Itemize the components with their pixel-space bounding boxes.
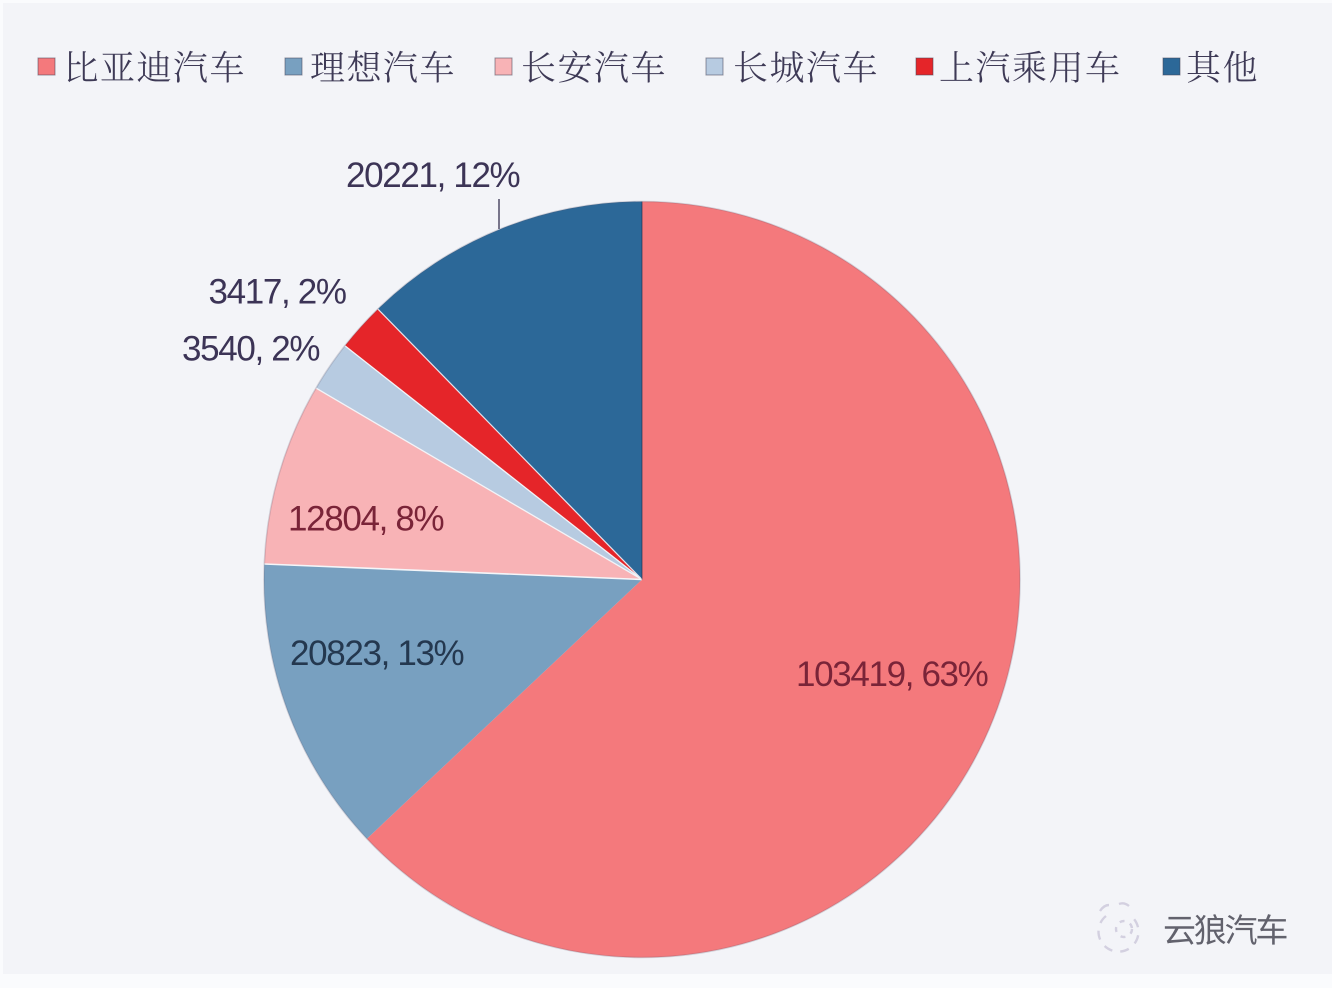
- svg-text:20823, 13%: 20823, 13%: [290, 634, 464, 673]
- svg-text:20221, 12%: 20221, 12%: [346, 156, 520, 195]
- svg-text:12804, 8%: 12804, 8%: [288, 500, 443, 539]
- svg-text:3417, 2%: 3417, 2%: [209, 272, 346, 311]
- svg-text:103419, 63%: 103419, 63%: [796, 655, 988, 694]
- svg-text:3540, 2%: 3540, 2%: [182, 330, 319, 369]
